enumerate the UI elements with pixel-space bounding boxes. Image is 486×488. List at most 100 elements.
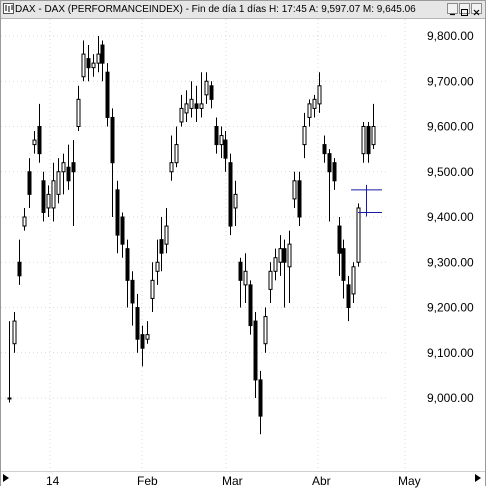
candle bbox=[110, 108, 115, 217]
horizontal-gridlines bbox=[1, 35, 389, 399]
candle bbox=[204, 72, 209, 104]
candle-body bbox=[66, 166, 71, 182]
candle-body bbox=[356, 207, 361, 263]
x-tick-label: Feb bbox=[137, 474, 158, 488]
x-tick-label: Abr bbox=[312, 474, 331, 488]
candle-body bbox=[204, 80, 209, 96]
candle bbox=[317, 72, 322, 113]
candle-body bbox=[145, 334, 150, 340]
candle bbox=[115, 180, 120, 254]
candle bbox=[179, 94, 184, 127]
y-tick-label: 9,300.00 bbox=[427, 255, 474, 269]
candle-body bbox=[150, 279, 155, 299]
candle-body bbox=[179, 107, 184, 123]
candle bbox=[219, 126, 224, 159]
candle bbox=[194, 85, 199, 122]
candle bbox=[258, 370, 263, 435]
candle bbox=[51, 162, 56, 222]
candle-body bbox=[292, 180, 297, 200]
candle bbox=[214, 117, 219, 154]
candle bbox=[41, 171, 46, 222]
candle bbox=[292, 171, 297, 208]
candle bbox=[86, 45, 91, 82]
candle bbox=[351, 262, 356, 303]
candle-body bbox=[164, 225, 169, 245]
candle-body bbox=[61, 162, 66, 173]
candle-body bbox=[223, 139, 228, 159]
maximize-button[interactable] bbox=[459, 3, 470, 16]
candle bbox=[248, 280, 253, 335]
candle-body bbox=[317, 85, 322, 105]
y-tick-label: 9,600.00 bbox=[427, 120, 474, 134]
candle bbox=[125, 239, 130, 308]
candle-body bbox=[37, 126, 42, 155]
candle-body bbox=[96, 53, 101, 64]
candle-body bbox=[351, 266, 356, 295]
candle-body bbox=[243, 270, 248, 286]
candle-body bbox=[332, 162, 337, 182]
y-tick-label: 9,700.00 bbox=[427, 74, 474, 88]
close-button[interactable] bbox=[471, 3, 482, 16]
candle-body bbox=[238, 261, 243, 281]
candle bbox=[263, 307, 268, 353]
candle bbox=[169, 135, 174, 181]
candle bbox=[356, 203, 361, 267]
chart-window-title: DAX - DAX (PERFORMANCEINDEX) - Fin de dí… bbox=[15, 4, 416, 15]
scroll-right-arrow-icon[interactable] bbox=[475, 474, 481, 482]
x-axis-bar bbox=[1, 471, 485, 486]
candle bbox=[56, 158, 61, 204]
x-tick-label: Mar bbox=[222, 474, 243, 488]
candle-body bbox=[46, 193, 51, 209]
candle-body bbox=[17, 261, 22, 277]
candle-body bbox=[41, 180, 46, 213]
candle-body bbox=[27, 171, 32, 195]
candle-body bbox=[282, 248, 287, 263]
y-tick-label: 9,500.00 bbox=[427, 165, 474, 179]
candle-body bbox=[228, 162, 233, 227]
chart-app-icon bbox=[3, 3, 14, 14]
candle-body bbox=[199, 103, 204, 109]
candle-body bbox=[7, 397, 12, 400]
candle bbox=[17, 239, 22, 285]
candle bbox=[96, 36, 101, 73]
candle bbox=[307, 99, 312, 127]
candle bbox=[346, 275, 351, 322]
candle bbox=[91, 54, 96, 77]
candle bbox=[199, 72, 204, 118]
minimize-icon bbox=[450, 13, 455, 16]
candle bbox=[243, 253, 248, 303]
candle-body bbox=[125, 248, 130, 281]
candle-body bbox=[371, 126, 376, 146]
candle bbox=[297, 171, 302, 227]
candle-body bbox=[91, 62, 96, 69]
candle bbox=[302, 112, 307, 159]
candle bbox=[37, 103, 42, 163]
candle-body bbox=[130, 279, 135, 304]
candle bbox=[371, 103, 376, 150]
candle bbox=[184, 90, 189, 122]
y-axis-labels: 9,800.00 9,700.00 9,600.00 9,500.00 9,400.00… bbox=[427, 29, 474, 405]
candle bbox=[233, 180, 238, 227]
candle-body bbox=[278, 248, 283, 263]
candle bbox=[322, 135, 327, 163]
close-icon bbox=[473, 9, 480, 16]
candle bbox=[135, 293, 140, 353]
title-bar[interactable]: DAX - DAX (PERFORMANCEINDEX) - Fin de dí… bbox=[1, 1, 485, 19]
candle-body bbox=[56, 171, 61, 195]
candle bbox=[71, 140, 76, 227]
minimize-button[interactable] bbox=[447, 3, 458, 16]
scroll-left-arrow-icon[interactable] bbox=[3, 474, 9, 482]
candle-body bbox=[174, 144, 179, 164]
y-tick-label: 9,000.00 bbox=[427, 391, 474, 405]
vertical-gridlines bbox=[49, 19, 406, 471]
candle bbox=[174, 126, 179, 168]
candle-body bbox=[76, 98, 81, 127]
candle-body bbox=[86, 58, 91, 69]
candle bbox=[341, 239, 346, 299]
candle bbox=[46, 185, 51, 217]
candle bbox=[130, 271, 135, 326]
candle bbox=[76, 85, 81, 132]
candle bbox=[22, 207, 27, 231]
price-chart[interactable]: 9,800.00 9,700.00 9,600.00 9,500.00 9,400.00… bbox=[1, 19, 485, 471]
y-tick-label: 9,200.00 bbox=[427, 301, 474, 315]
